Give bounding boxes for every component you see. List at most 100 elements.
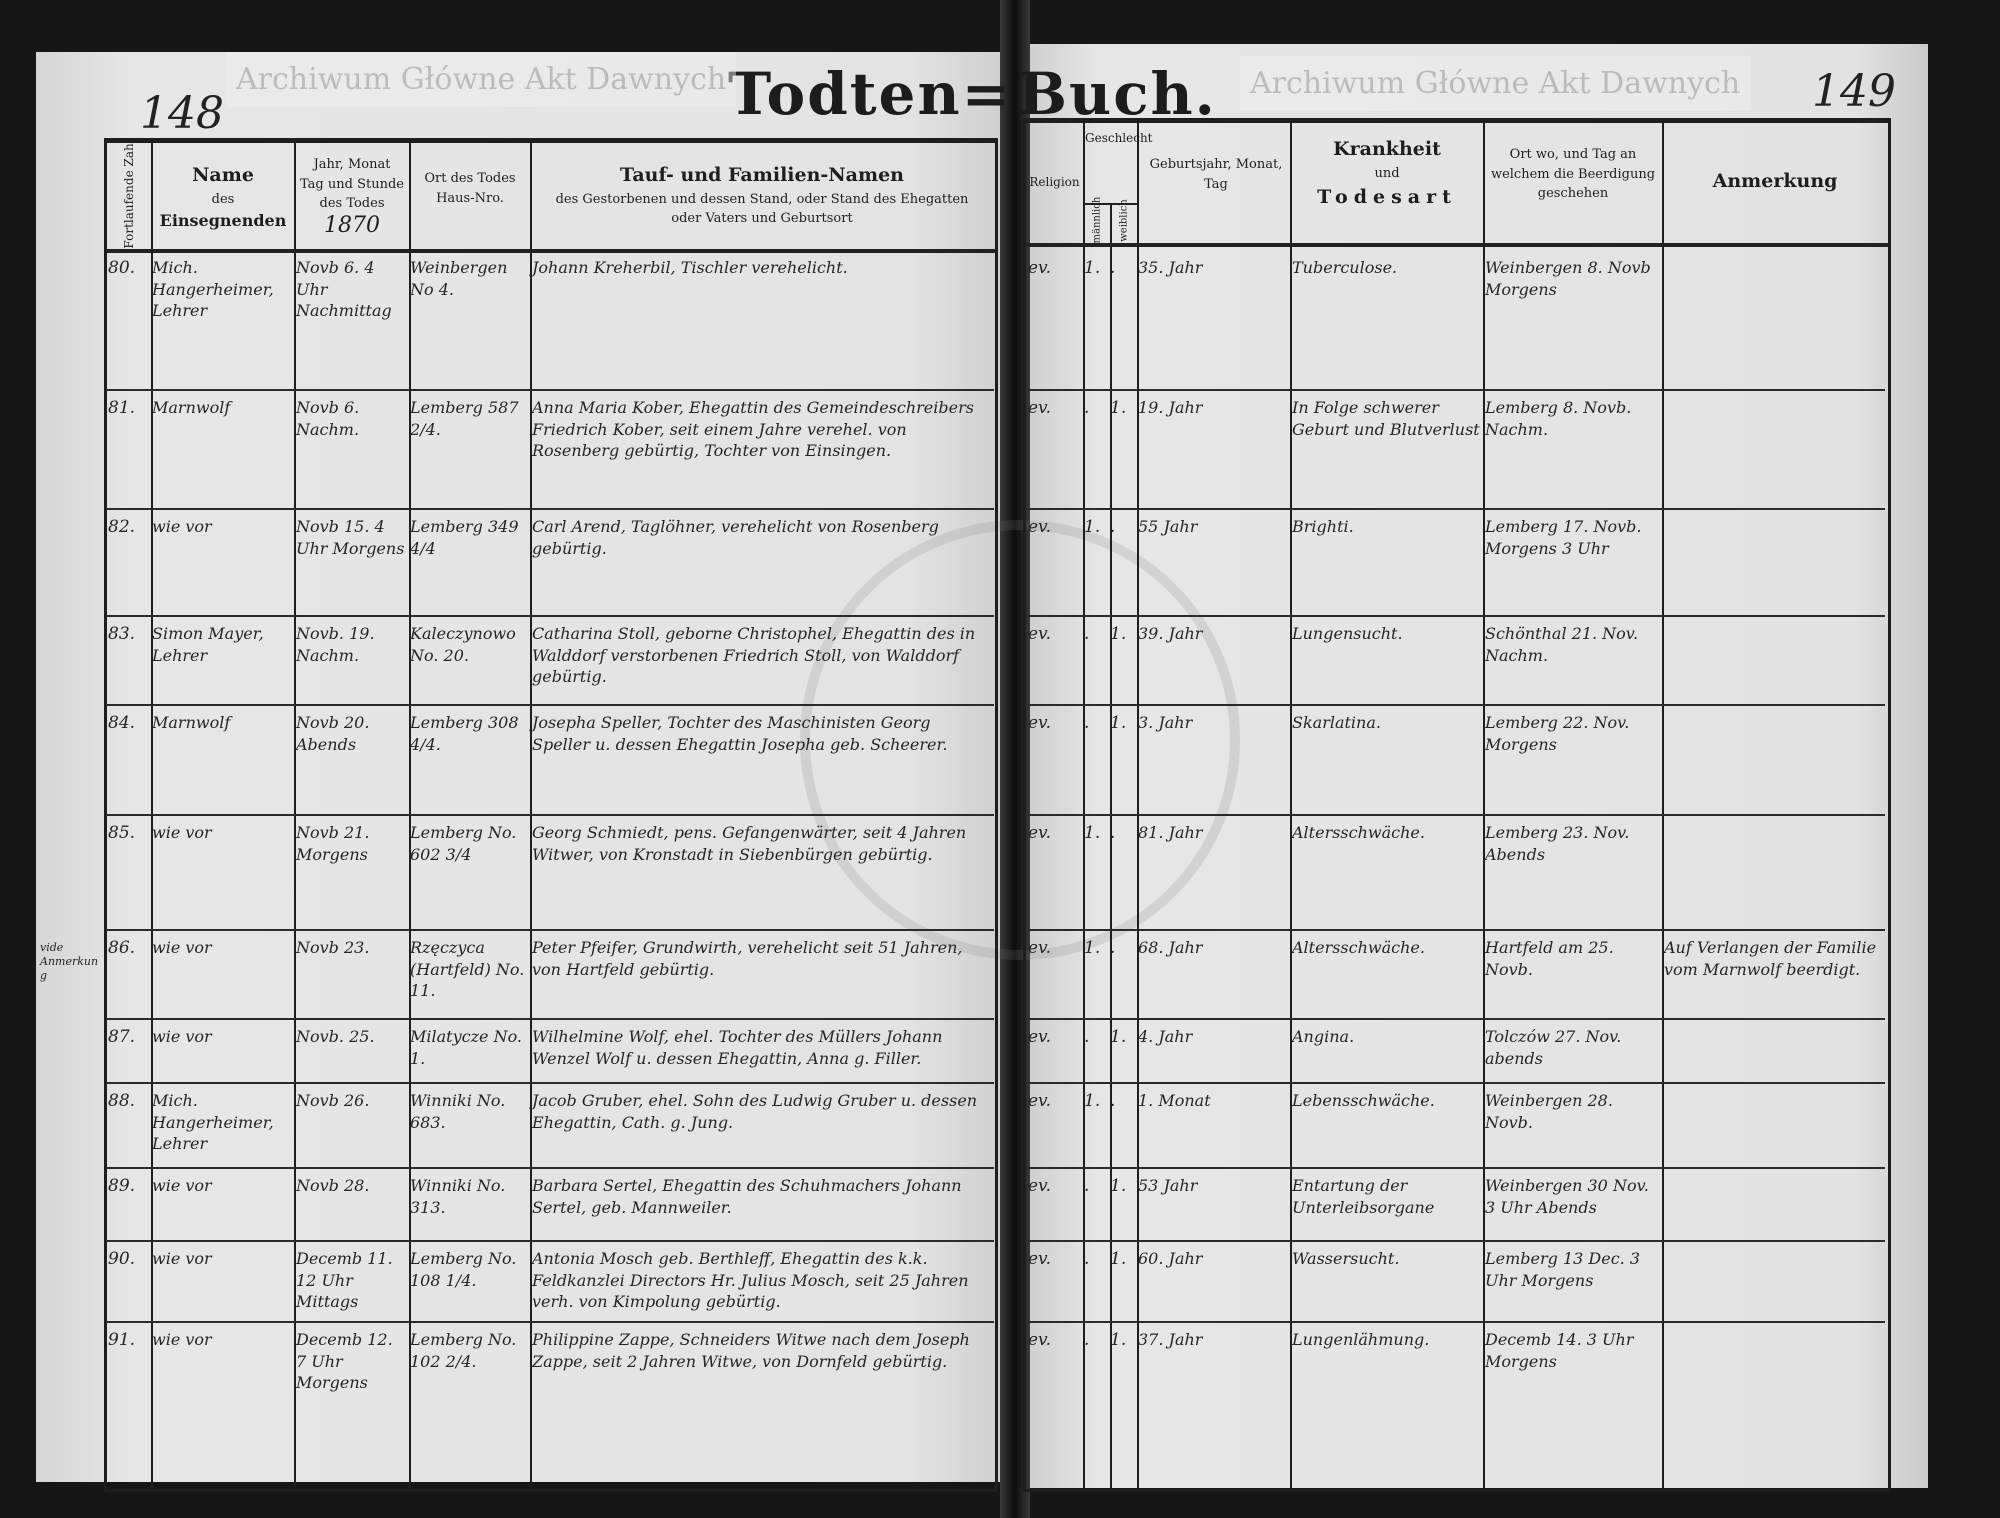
header-female: weiblich bbox=[1118, 199, 1130, 242]
page-number-right: 149 bbox=[1812, 66, 1896, 117]
priest-name: Simon Mayer, Lehrer bbox=[152, 624, 264, 665]
row-divider bbox=[106, 929, 994, 931]
header-date-l2: Tag und Stunde bbox=[300, 176, 404, 192]
cause-of-death: Skarlatina. bbox=[1292, 713, 1381, 732]
row-divider bbox=[106, 704, 994, 706]
female-mark: . bbox=[1110, 517, 1116, 537]
death-date: Novb. 19. Nachm. bbox=[296, 624, 375, 665]
header-sex: Geschlecht bbox=[1085, 131, 1153, 145]
header-burial-l3: geschehen bbox=[1537, 186, 1609, 201]
death-date: Novb 20. Abends bbox=[296, 713, 370, 754]
header-names-l3: oder Vaters und Geburtsort bbox=[671, 211, 853, 226]
male-mark: . bbox=[1084, 398, 1090, 418]
year: 1870 bbox=[324, 212, 380, 238]
header-date-l1: Jahr, Monat bbox=[313, 157, 391, 172]
cause-of-death: Lungenlähmung. bbox=[1292, 1330, 1430, 1349]
birth-age: 81. Jahr bbox=[1138, 823, 1203, 842]
header-names: Tauf- und Familien-Namen des Gestorbenen… bbox=[532, 161, 992, 229]
female-mark: . bbox=[1110, 1091, 1116, 1111]
header-names-l1: Tauf- und Familien-Namen bbox=[620, 164, 904, 186]
burial-place-date: Hartfeld am 25. Novb. bbox=[1485, 938, 1614, 979]
religion: ev. bbox=[1028, 713, 1052, 733]
cause-of-death: Lungensucht. bbox=[1292, 624, 1403, 643]
row-divider bbox=[106, 389, 994, 391]
death-place: Milatycze No. 1. bbox=[410, 1027, 523, 1068]
burial-place-date: Lemberg 13 Dec. 3 Uhr Morgens bbox=[1485, 1249, 1641, 1290]
row-divider bbox=[1025, 704, 1885, 706]
row-divider bbox=[1025, 389, 1885, 391]
death-date: Novb 15. 4 Uhr Morgens bbox=[296, 517, 405, 558]
religion: ev. bbox=[1028, 1330, 1052, 1350]
row-number: 87. bbox=[108, 1027, 136, 1047]
priest-name: wie vor bbox=[152, 1330, 212, 1349]
cause-of-death: Altersschwäche. bbox=[1292, 938, 1425, 957]
death-date: Decemb 12. 7 Uhr Morgens bbox=[296, 1330, 393, 1393]
row-number: 91. bbox=[108, 1330, 136, 1350]
row-number: 90. bbox=[108, 1249, 136, 1269]
deceased-names: Barbara Sertel, Ehegattin des Schuhmache… bbox=[532, 1176, 962, 1217]
priest-name: wie vor bbox=[152, 1249, 212, 1268]
death-date: Novb 26. bbox=[296, 1091, 370, 1110]
priest-name: wie vor bbox=[152, 1027, 212, 1046]
death-place: Lemberg No. 602 3/4 bbox=[410, 823, 517, 864]
male-mark: . bbox=[1084, 1176, 1090, 1196]
death-place: Lemberg 308 4/4. bbox=[410, 713, 519, 754]
female-mark: . bbox=[1110, 938, 1116, 958]
margin-note: vide Anmerkung bbox=[40, 941, 99, 982]
row-number: 81. bbox=[108, 398, 136, 418]
male-mark: 1. bbox=[1084, 258, 1101, 278]
header-date-l3: des Todes bbox=[319, 196, 385, 211]
priest-name: wie vor bbox=[152, 823, 212, 842]
birth-age: 60. Jahr bbox=[1138, 1249, 1203, 1268]
row-divider bbox=[106, 615, 994, 617]
row-divider bbox=[1025, 814, 1885, 816]
header-remark: Anmerkung bbox=[1664, 167, 1886, 196]
page-number-left: 148 bbox=[140, 88, 224, 139]
row-number: 89. bbox=[108, 1176, 136, 1196]
title-left: Todten= bbox=[728, 60, 1013, 128]
male-mark: . bbox=[1084, 713, 1090, 733]
birth-age: 3. Jahr bbox=[1138, 713, 1193, 732]
header-birth-l2: Tag bbox=[1204, 176, 1228, 192]
death-date: Novb 6. Nachm. bbox=[296, 398, 360, 439]
deceased-names: Wilhelmine Wolf, ehel. Tochter des Mülle… bbox=[532, 1027, 943, 1068]
birth-age: 35. Jahr bbox=[1138, 258, 1203, 277]
deceased-names: Anna Maria Kober, Ehegattin des Gemeinde… bbox=[532, 398, 974, 461]
header-priest-l3: Einsegnenden bbox=[159, 211, 287, 230]
religion: ev. bbox=[1028, 1027, 1052, 1047]
death-place: Lemberg No. 102 2/4. bbox=[410, 1330, 517, 1371]
religion: ev. bbox=[1028, 823, 1052, 843]
header-burial: Ort wo, und Tag an welchem die Beerdigun… bbox=[1485, 145, 1661, 204]
burial-place-date: Lemberg 8. Novb. Nachm. bbox=[1485, 398, 1632, 439]
female-mark: . bbox=[1110, 823, 1116, 843]
row-number: 82. bbox=[108, 517, 136, 537]
cause-of-death: Angina. bbox=[1292, 1027, 1355, 1046]
cause-of-death: Brighti. bbox=[1292, 517, 1354, 536]
priest-name: Mich. Hangerheimer, Lehrer bbox=[152, 1091, 274, 1154]
birth-age: 1. Monat bbox=[1138, 1091, 1211, 1110]
cause-of-death: In Folge schwerer Geburt und Blutverlust bbox=[1292, 398, 1480, 439]
header-place: Ort des Todes Haus-Nro. bbox=[411, 169, 529, 208]
archive-stamp bbox=[800, 520, 1240, 960]
row-divider bbox=[106, 814, 994, 816]
male-mark: . bbox=[1084, 1027, 1090, 1047]
religion: ev. bbox=[1028, 1249, 1052, 1269]
priest-name: Marnwolf bbox=[152, 713, 231, 732]
male-mark: 1. bbox=[1084, 1091, 1101, 1111]
header-names-l2: des Gestorbenen und dessen Stand, oder S… bbox=[555, 191, 969, 207]
header-religion: Religion bbox=[1029, 175, 1080, 189]
death-place: Rzęczyca (Hartfeld) No. 11. bbox=[410, 938, 525, 1001]
death-date: Decemb 11. 12 Uhr Mittags bbox=[296, 1249, 393, 1312]
header-place-l1: Ort des Todes bbox=[424, 171, 516, 186]
deceased-names: Jacob Gruber, ehel. Sohn des Ludwig Grub… bbox=[532, 1091, 978, 1132]
cause-of-death: Altersschwäche. bbox=[1292, 823, 1425, 842]
religion: ev. bbox=[1028, 398, 1052, 418]
header-place-l2: Haus-Nro. bbox=[436, 190, 504, 206]
death-place: Lemberg 349 4/4 bbox=[410, 517, 519, 558]
header-burial-l2: welchem die Beerdigung bbox=[1490, 166, 1656, 182]
row-divider bbox=[106, 1018, 994, 1020]
priest-name: Marnwolf bbox=[152, 398, 231, 417]
header-cause-l1: Krankheit bbox=[1333, 138, 1441, 160]
deceased-names: Peter Pfeifer, Grundwirth, verehelicht s… bbox=[532, 938, 963, 979]
left-register-table: Fortlaufende Zahl Name des Einsegnenden … bbox=[104, 138, 998, 1492]
